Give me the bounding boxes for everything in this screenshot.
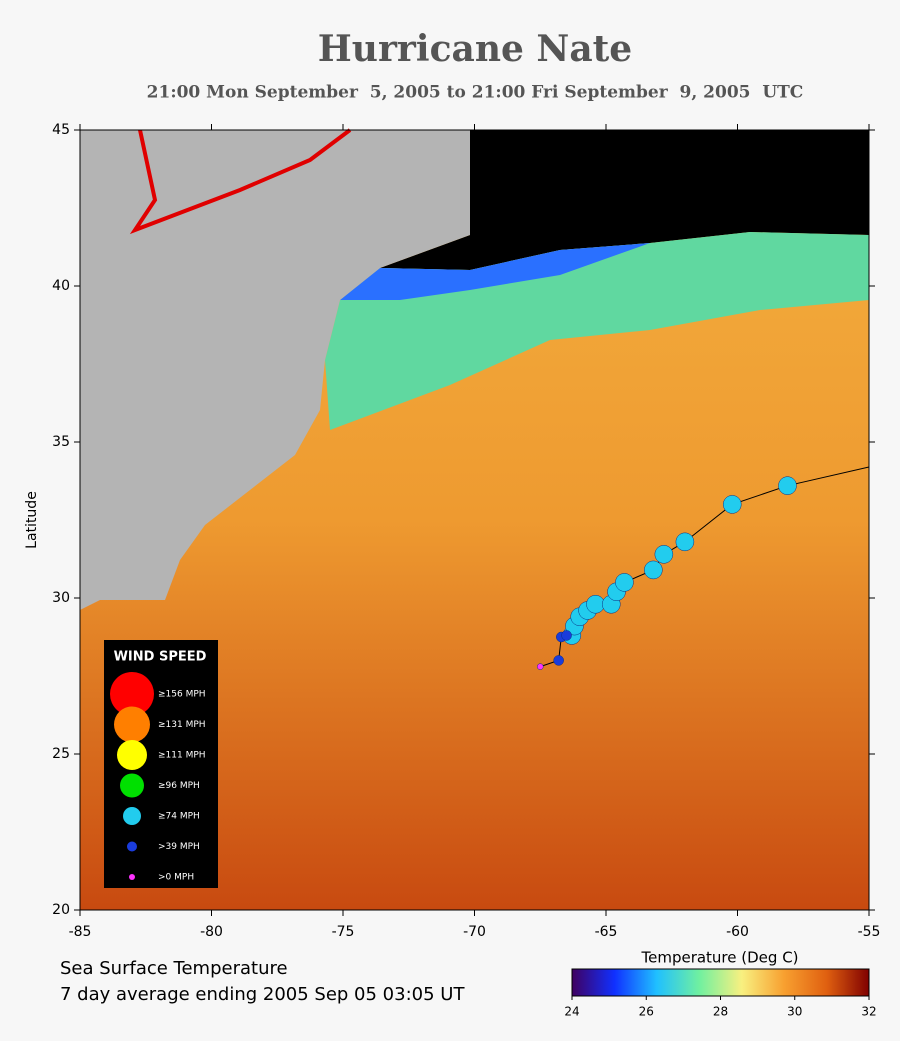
legend: WIND SPEED ≥156 MPH ≥131 MPH ≥111 MPH ≥96 M… [104,640,218,888]
x-tick-label: -60 [726,924,749,940]
y-tick-label: 45 [52,122,70,138]
legend-marker [117,740,147,770]
y-tick-label: 30 [52,590,70,606]
legend-label: ≥111 MPH [158,751,206,761]
legend-marker [110,672,154,716]
colorbar-tick-label: 26 [639,1005,654,1019]
colorbar-label: Temperature (Deg C) [640,949,798,967]
colorbar-tick-label: 30 [787,1005,802,1019]
y-tick-label: 20 [52,902,70,918]
legend-marker [127,841,137,852]
storm-position [615,573,634,592]
colorbar-tick-label: 24 [564,1005,579,1019]
colorbar [571,968,870,997]
title: Hurricane Nate [318,28,632,70]
x-tick-label: -70 [463,924,486,940]
storm-position [675,532,695,552]
storm-position [586,594,605,614]
footer-line: 7 day average ending 2005 Sep 05 03:05 U… [60,984,465,1005]
legend-label: ≥131 MPH [158,720,206,730]
legend-marker [120,773,144,798]
x-tick-label: -75 [332,924,355,940]
y-tick-label: 40 [52,278,70,294]
storm-position [722,495,742,514]
storm-position [561,630,572,641]
y-tick-label: 25 [52,746,70,762]
legend-marker [129,874,135,880]
storm-position [778,476,797,495]
subtitle: 21:00 Mon September 5, 2005 to 21:00 Fri… [147,83,804,103]
colorbar-tick-label: 28 [713,1005,728,1019]
legend-marker [114,706,150,743]
colorbar-tick-label: 32 [861,1005,876,1019]
storm-position [553,655,564,666]
x-tick-label: -80 [200,924,223,940]
legend-label: ≥96 MPH [158,781,200,791]
legend-title: WIND SPEED [114,650,207,665]
legend-marker [123,807,141,825]
x-tick-label: -65 [595,924,618,940]
y-tick-label: 35 [52,434,70,450]
storm-position [537,663,544,670]
legend-label: >39 MPH [158,842,200,852]
storm-position [654,545,674,564]
y-axis-label: Latitude [24,491,40,549]
legend-label: ≥156 MPH [158,690,206,700]
x-tick-label: -55 [858,924,881,940]
legend-label: >0 MPH [158,873,194,883]
legend-label: ≥74 MPH [158,812,200,822]
x-tick-label: -85 [69,924,92,940]
storm-position [644,560,663,580]
footer-line: Sea Surface Temperature [60,958,288,979]
